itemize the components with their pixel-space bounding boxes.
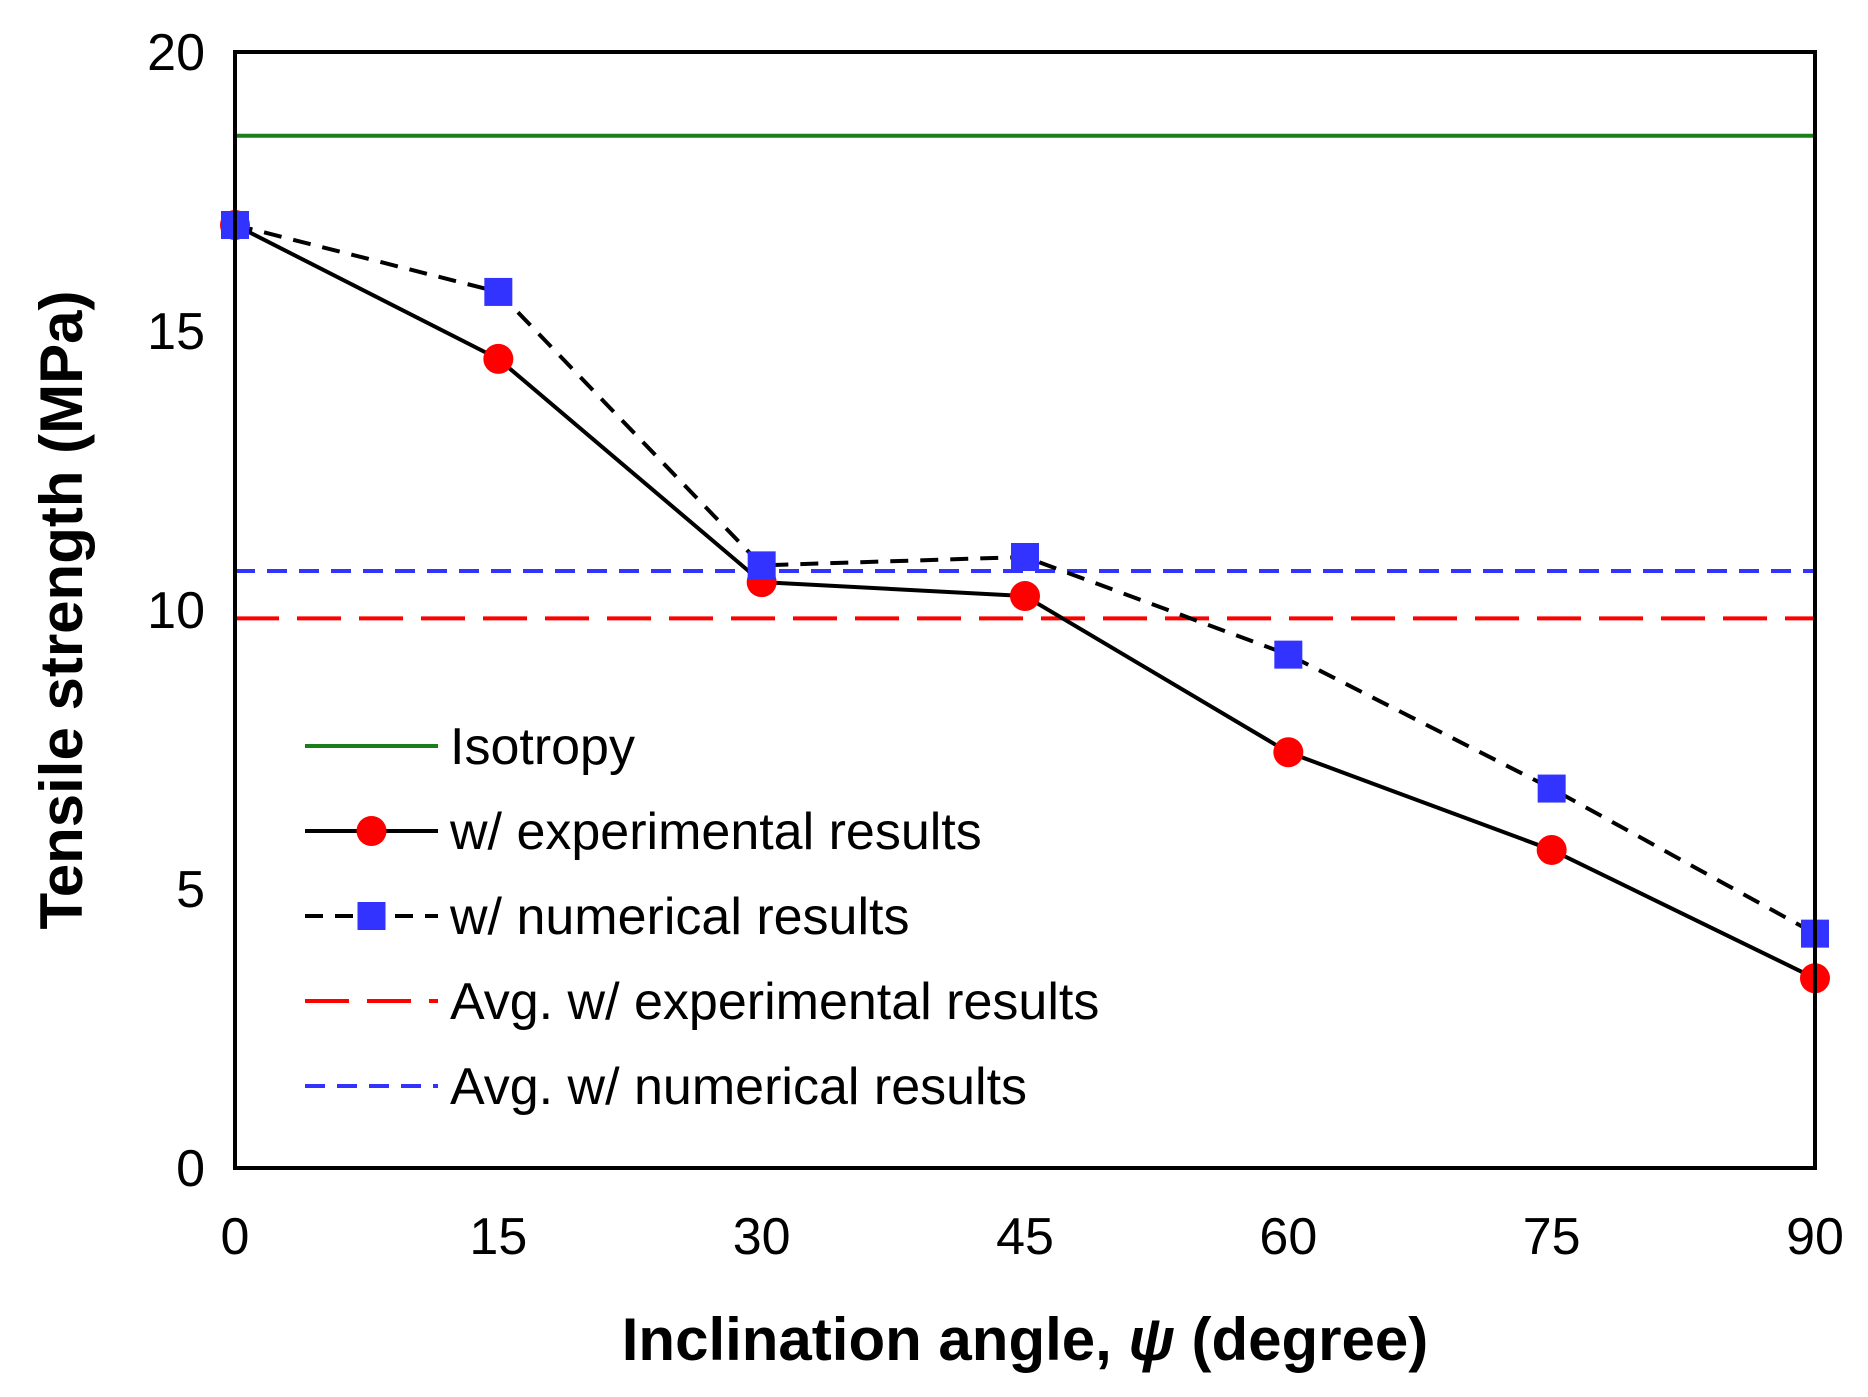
plot-area-frame [233,50,1817,1170]
x-tick-label: 30 [733,1208,791,1266]
y-tick-label: 10 [147,582,205,640]
reference-lines [235,133,1815,621]
x-tick-label: 90 [1786,1208,1844,1266]
x-tick-label: 45 [996,1208,1054,1266]
x-tick-label: 60 [1259,1208,1317,1266]
x-tick-label: 0 [221,1208,250,1266]
x-axis-tick-labels: 0 15 30 45 60 75 90 [221,1208,1844,1266]
y-tick-label: 5 [176,861,205,919]
legend-label: Isotropy [450,718,635,776]
legend-label: Avg. w/ numerical results [450,1058,1027,1116]
legend-label: w/ experimental results [449,803,982,861]
series-markers [220,209,1830,994]
x-axis-title-prefix: Inclination angle, [622,1306,1129,1373]
legend-item-avg-w-experimental-results: Avg. w/ experimental results [305,973,1099,1031]
x-axis-title: Inclination angle, ψ (degree) [622,1306,1429,1373]
point-w-numerical-results-75 [1537,774,1566,803]
y-tick-label: 15 [147,303,205,361]
legend-label: w/ numerical results [449,888,909,946]
x-tick-label: 75 [1523,1208,1581,1266]
legend-item-avg-w-numerical-results: Avg. w/ numerical results [305,1058,1027,1116]
legend-marker [357,902,386,930]
legend: Isotropy w/ experimental results w/ numeri… [305,718,1099,1116]
legend-item-w-experimental-results: w/ experimental results [305,803,982,861]
y-axis-tick-labels: 0 5 10 15 20 [147,24,205,1198]
point-w-experimental-results-15 [483,343,514,374]
point-w-experimental-results-45 [1010,581,1040,612]
point-w-numerical-results-15 [484,277,513,306]
x-axis-title-symbol: ψ [1128,1306,1174,1373]
point-w-experimental-results-75 [1536,834,1567,865]
legend-item-isotropy: Isotropy [305,718,635,776]
y-tick-label: 20 [147,24,205,82]
point-w-numerical-results-60 [1274,640,1303,669]
point-w-numerical-results-45 [1011,542,1039,571]
legend-label: Avg. w/ experimental results [450,973,1099,1031]
point-w-numerical-results-30 [747,551,776,580]
y-tick-label: 0 [176,1140,205,1198]
y-axis-title: Tensile strength (MPa) [28,291,95,930]
point-w-experimental-results-60 [1273,737,1304,768]
legend-marker [356,816,387,846]
x-axis-title-suffix: (degree) [1175,1306,1428,1373]
x-tick-label: 15 [469,1208,527,1266]
legend-item-w-numerical-results: w/ numerical results [305,888,909,946]
